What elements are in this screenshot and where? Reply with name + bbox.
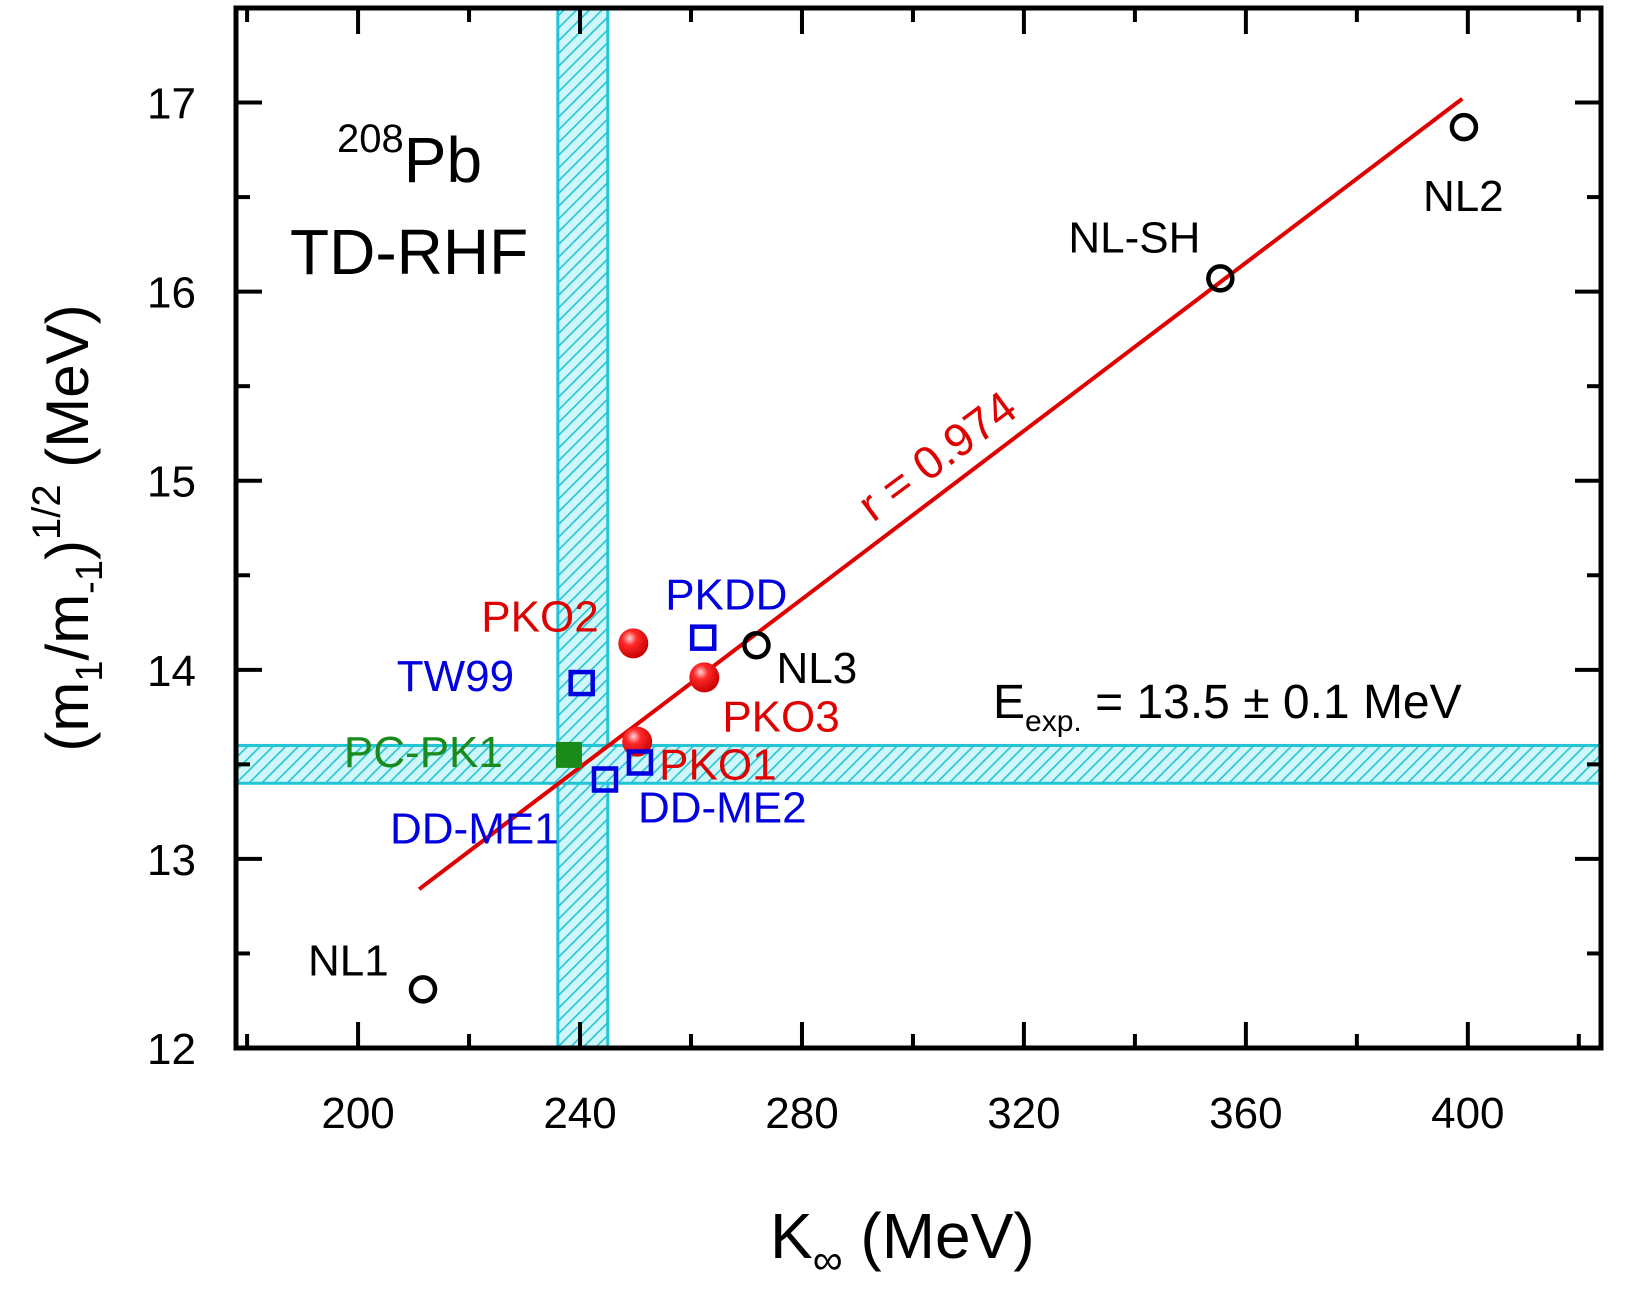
label-tw99: TW99 (397, 652, 514, 701)
label-dd-me2: DD-ME2 (638, 783, 807, 832)
point-pko1 (622, 726, 653, 757)
y-tick-label: 13 (147, 836, 196, 885)
experiment-symbol: E (993, 676, 1025, 729)
nucleus-symbol: Pb (404, 124, 482, 196)
x-axis-symbol: K (770, 1200, 813, 1272)
point-dd-me2 (626, 749, 654, 776)
point-pc-pk1 (555, 741, 582, 768)
y-tick-label: 12 (147, 1025, 196, 1074)
x-tick-label: 360 (1209, 1089, 1282, 1138)
axis-ticks (236, 6, 1601, 1050)
y-tick-label: 17 (147, 80, 196, 129)
x-axis-subscript: ∞ (813, 1236, 843, 1283)
x-tick-label: 280 (765, 1089, 838, 1138)
bands (236, 8, 1601, 1048)
experiment-value: = 13.5 ± 0.1 MeV (1082, 676, 1462, 729)
inset-title-nucleus: 208Pb (337, 117, 482, 196)
x-tick-label: 400 (1431, 1089, 1504, 1138)
k-infinity-band (556, 8, 610, 1048)
label-nl-sh: NL-SH (1068, 213, 1200, 262)
point-tw99 (568, 669, 595, 697)
label-nl3: NL3 (776, 644, 857, 693)
point-pko2 (618, 628, 649, 659)
label-nl1: NL1 (308, 936, 389, 985)
point-pko3 (689, 662, 720, 693)
label-pkdd: PKDD (665, 571, 787, 620)
y-tick-label: 14 (147, 647, 196, 696)
x-tick-label: 200 (321, 1089, 394, 1138)
point-dd-me1 (591, 766, 619, 793)
experiment-subscript: exp. (1025, 705, 1082, 738)
experiment-label: Eexp. = 13.5 ± 0.1 MeV (993, 676, 1462, 738)
point-nl3 (742, 630, 771, 660)
fit-layer (417, 97, 1464, 891)
point-nl1 (408, 975, 438, 1004)
mass-number: 208 (337, 117, 404, 161)
point-pkdd (689, 624, 717, 651)
x-axis-label: K∞ (MeV) (770, 1200, 1035, 1283)
fit-line (417, 97, 1464, 891)
y-axis-label: (m1/m-1)1/2 (MeV) (25, 304, 111, 751)
tick-labels: 200 240 280 320 360 400 12 13 14 15 16 17 (147, 80, 1504, 1138)
label-nl2: NL2 (1423, 172, 1504, 221)
x-tick-label: 240 (543, 1089, 616, 1138)
point-nl2 (1449, 112, 1479, 142)
y-tick-label: 16 (147, 269, 196, 318)
y-tick-label: 15 (147, 458, 196, 507)
label-pko1: PKO1 (659, 741, 776, 790)
label-pko3: PKO3 (722, 692, 839, 741)
plot-frame (233, 5, 1604, 1051)
label-pc-pk1: PC-PK1 (344, 728, 503, 777)
point-nl-sh (1206, 264, 1235, 293)
markers (408, 112, 1479, 1004)
x-tick-label: 320 (987, 1089, 1060, 1138)
experiment-band (236, 743, 1601, 785)
x-axis-unit: (MeV) (843, 1200, 1035, 1272)
fit-label: r = 0.974 (848, 380, 1026, 531)
label-dd-me1: DD-ME1 (390, 804, 559, 853)
inset-title-method: TD-RHF (290, 216, 528, 288)
label-pko2: PKO2 (481, 592, 598, 641)
